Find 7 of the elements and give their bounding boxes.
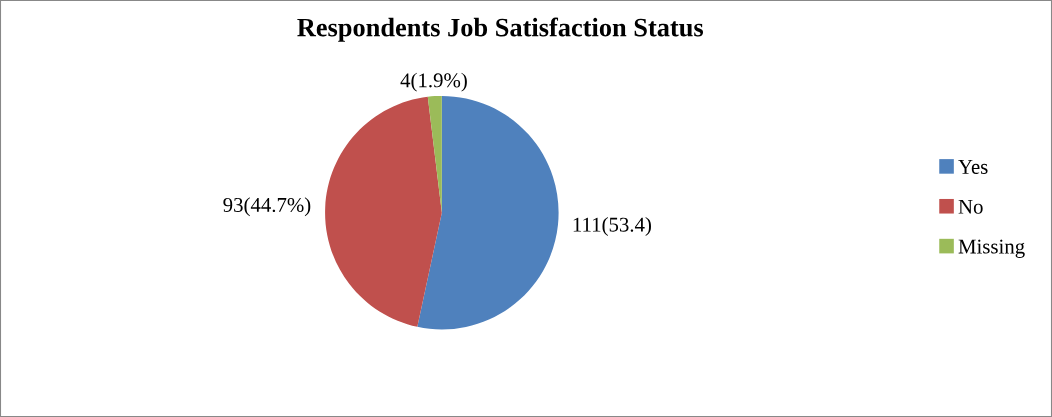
data-label: 93(44.7%) [223, 197, 311, 217]
legend-label: Missing [958, 239, 1025, 258]
chart-title: Respondents Job Satisfaction Status [297, 17, 704, 42]
data-label: 111(53.4) [573, 217, 651, 236]
data-label: 4(1.9%) [400, 72, 467, 92]
legend-label: Yes [958, 160, 988, 174]
legend-label: No [958, 199, 983, 214]
